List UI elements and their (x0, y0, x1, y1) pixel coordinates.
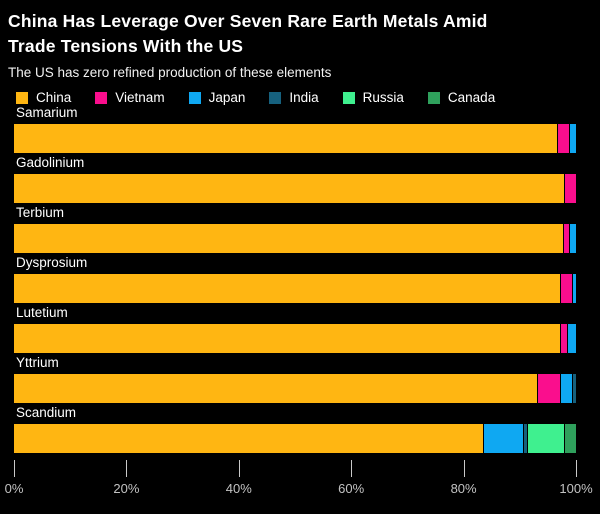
legend-swatch-canada (427, 91, 440, 104)
bar-segment-vietnam (564, 174, 576, 203)
bar-segment-china (14, 324, 561, 353)
bar-segment-india (573, 374, 576, 403)
bar-segment-china (14, 274, 561, 303)
legend-item-russia: Russia (342, 90, 404, 105)
bar-segment-china (14, 224, 563, 253)
axis-tick-label: 20% (113, 481, 140, 496)
stacked-bar (14, 374, 576, 403)
legend-swatch-vietnam (95, 91, 108, 104)
axis-tick-mark (463, 460, 465, 477)
chart-header: China Has Leverage Over Seven Rare Earth… (0, 0, 600, 105)
legend-item-china: China (16, 90, 71, 105)
legend-label: Vietnam (115, 90, 165, 105)
legend-item-canada: Canada (427, 90, 496, 105)
legend-swatch-japan (188, 91, 201, 104)
chart-title-line-1: China Has Leverage Over Seven Rare Earth… (8, 11, 488, 31)
stacked-bar (14, 274, 576, 303)
stacked-bar (14, 324, 576, 353)
bar-segment-vietnam (561, 324, 567, 353)
chart-row-scandium: Scandium (14, 404, 576, 454)
plot-area: Samarium Gadolinium Terbium Dysprosium Lutet… (14, 104, 576, 454)
bar-segment-japan (561, 374, 573, 403)
axis-tick-label: 100% (559, 481, 593, 496)
legend-label: Russia (362, 90, 404, 105)
bar-segment-russia (527, 424, 564, 453)
legend-label: India (289, 90, 319, 105)
axis-tick-label: 40% (225, 481, 252, 496)
bar-segment-vietnam (561, 274, 573, 303)
category-label: Lutetium (16, 305, 68, 320)
bar-segment-china (14, 424, 483, 453)
axis-tick-mark (126, 460, 128, 477)
axis-tick-mark (576, 460, 577, 477)
axis-tick-mark (238, 460, 240, 477)
bar-segment-vietnam (558, 124, 570, 153)
legend-label: China (36, 90, 72, 105)
chart-row-terbium: Terbium (14, 204, 576, 254)
stacked-bar (14, 124, 576, 153)
chart-row-gadolinium: Gadolinium (14, 154, 576, 204)
bar-segment-vietnam (537, 374, 561, 403)
chart-row-yttrium: Yttrium (14, 354, 576, 404)
legend-swatch-china (16, 91, 28, 104)
category-label: Gadolinium (16, 155, 85, 170)
bar-segment-japan (570, 124, 576, 153)
axis-tick-label: 80% (450, 481, 477, 496)
bar-segment-china (14, 124, 558, 153)
category-label: Samarium (16, 105, 78, 120)
x-axis: 0% 20% 40% 60% 80% 100% (5, 458, 593, 504)
category-label: Terbium (16, 205, 65, 220)
category-label: Yttrium (16, 355, 59, 370)
legend-item-japan: Japan (188, 90, 246, 105)
chart-subtitle: The US has zero refined production of th… (8, 65, 332, 80)
bar-segment-japan (567, 324, 576, 353)
axis-tick-label: 0% (4, 481, 24, 496)
chart-legend: China Vietnam Japan India Russia Canada (16, 90, 590, 105)
legend-label: Japan (208, 90, 246, 105)
bar-segment-china (14, 374, 537, 403)
axis-tick-mark (14, 460, 15, 477)
bar-segment-india (523, 424, 527, 453)
bar-segment-japan (573, 274, 576, 303)
chart-row-samarium: Samarium (14, 104, 576, 154)
stacked-bar (14, 174, 576, 203)
chart-title-line-2: Trade Tensions With the US (8, 36, 244, 56)
bar-segment-canada (564, 424, 576, 453)
category-label: Dysprosium (16, 255, 88, 270)
legend-item-vietnam: Vietnam (95, 90, 165, 105)
stacked-bar (14, 424, 576, 453)
bar-segment-vietnam (563, 224, 570, 253)
chart-row-dysprosium: Dysprosium (14, 254, 576, 304)
chart-row-lutetium: Lutetium (14, 304, 576, 354)
legend-swatch-russia (342, 91, 355, 104)
stacked-bar (14, 224, 576, 253)
legend-item-india: India (269, 90, 319, 105)
legend-swatch-india (269, 91, 282, 104)
axis-tick-label: 60% (338, 481, 365, 496)
axis-tick-mark (351, 460, 353, 477)
legend-label: Canada (447, 90, 496, 105)
bar-segment-japan (483, 424, 523, 453)
bar-segment-china (14, 174, 564, 203)
category-label: Scandium (16, 405, 77, 420)
bar-segment-japan (570, 224, 576, 253)
